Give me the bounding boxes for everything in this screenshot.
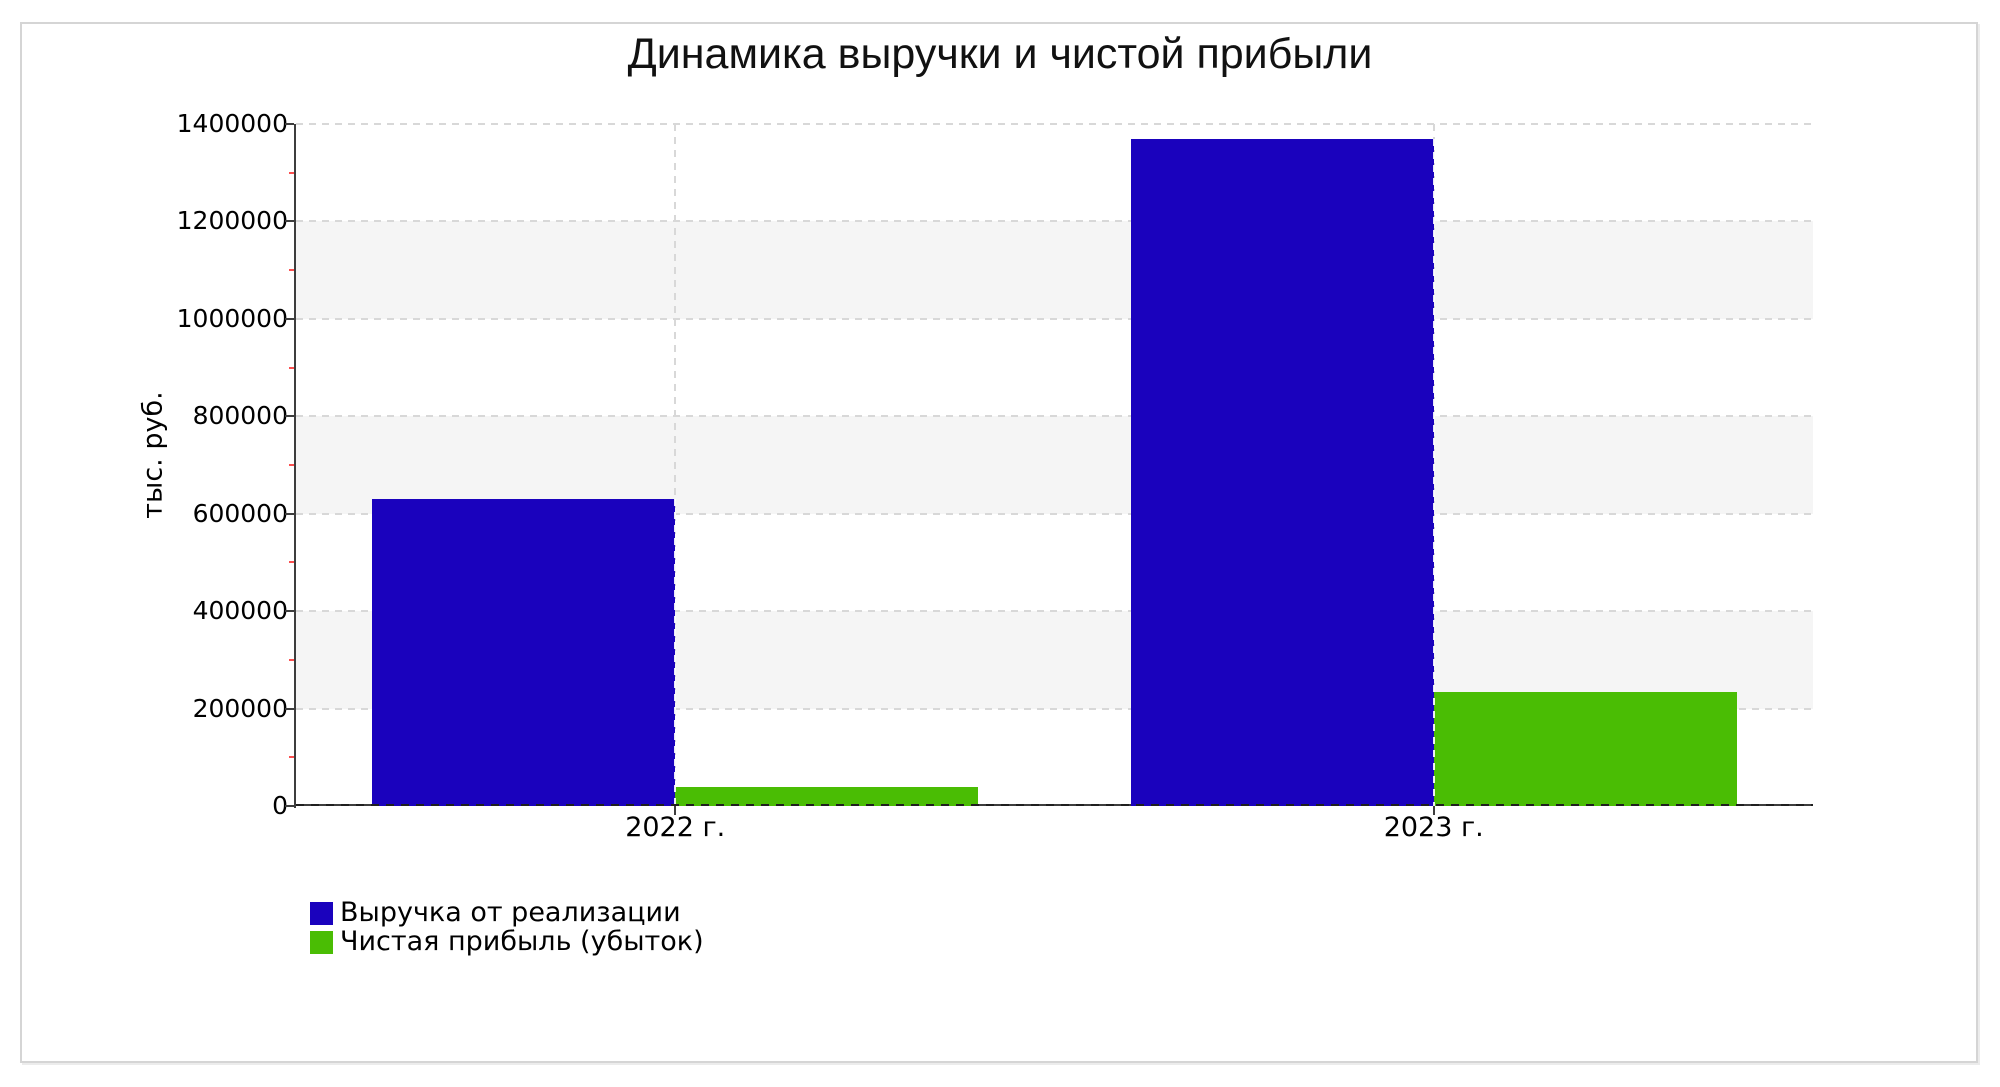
bar-2023-s0 (1130, 138, 1434, 806)
y-minor-tick (289, 171, 294, 174)
y-minor-tick (289, 464, 294, 466)
bar-group-divider (1432, 138, 1435, 806)
y-tick-label: 200000 (192, 693, 288, 723)
y-minor-tick (289, 269, 294, 272)
y-tick-label: 0 (272, 791, 288, 820)
legend-item: Чистая прибыль (убыток) (310, 926, 704, 957)
y-minor-tick (289, 756, 294, 759)
y-major-tick (285, 805, 294, 807)
y-major-tick (285, 220, 294, 223)
legend-swatch-icon (310, 901, 333, 925)
chart-title: Динамика выручки и чистой прибыли (627, 30, 1373, 78)
zero-gridline-overlay (296, 804, 1813, 806)
bar-group-divider (674, 499, 677, 806)
plot-area (285, 123, 1813, 815)
y-minor-tick (289, 366, 294, 369)
y-major-tick (285, 415, 294, 418)
y-minor-tick (289, 658, 294, 661)
legend-label: Выручка от реализации (340, 897, 681, 928)
bar-2022-s1 (675, 787, 979, 806)
x-major-tick (674, 806, 677, 815)
legend: Выручка от реализации Чистая прибыль (убы… (310, 897, 704, 957)
chart-frame (20, 22, 1978, 1063)
y-axis-line (294, 124, 296, 808)
y-major-tick (285, 317, 294, 320)
v-gridline (674, 124, 677, 806)
bar-2023-s1 (1433, 691, 1737, 806)
y-tick-label: 1400000 (176, 109, 288, 138)
h-gridline (296, 123, 1813, 125)
y-major-tick (285, 610, 294, 613)
h-gridline (296, 707, 1813, 710)
bar-2022-s0 (372, 499, 676, 806)
y-tick-label: 800000 (192, 401, 288, 431)
y-major-tick (285, 707, 294, 710)
h-gridline (296, 220, 1813, 223)
h-gridline (296, 317, 1813, 320)
y-tick-label: 400000 (192, 596, 288, 626)
h-gridline (296, 512, 1813, 515)
grid-band (296, 221, 1813, 319)
y-tick-label: 600000 (192, 498, 288, 528)
legend-item: Выручка от реализации (310, 897, 704, 928)
grid-band (296, 416, 1813, 514)
legend-label: Чистая прибыль (убыток) (340, 926, 704, 957)
h-gridline (296, 415, 1813, 418)
x-tick-label: 2022 г. (625, 812, 726, 843)
h-gridline (296, 610, 1813, 613)
y-tick-label: 1200000 (176, 206, 288, 236)
y-major-tick (285, 123, 294, 125)
x-major-tick (1432, 806, 1435, 815)
x-tick-label: 2023 г. (1383, 812, 1484, 843)
y-major-tick (285, 512, 294, 515)
legend-swatch-icon (310, 930, 333, 954)
y-tick-label: 1000000 (176, 303, 288, 333)
y-minor-tick (289, 561, 294, 564)
